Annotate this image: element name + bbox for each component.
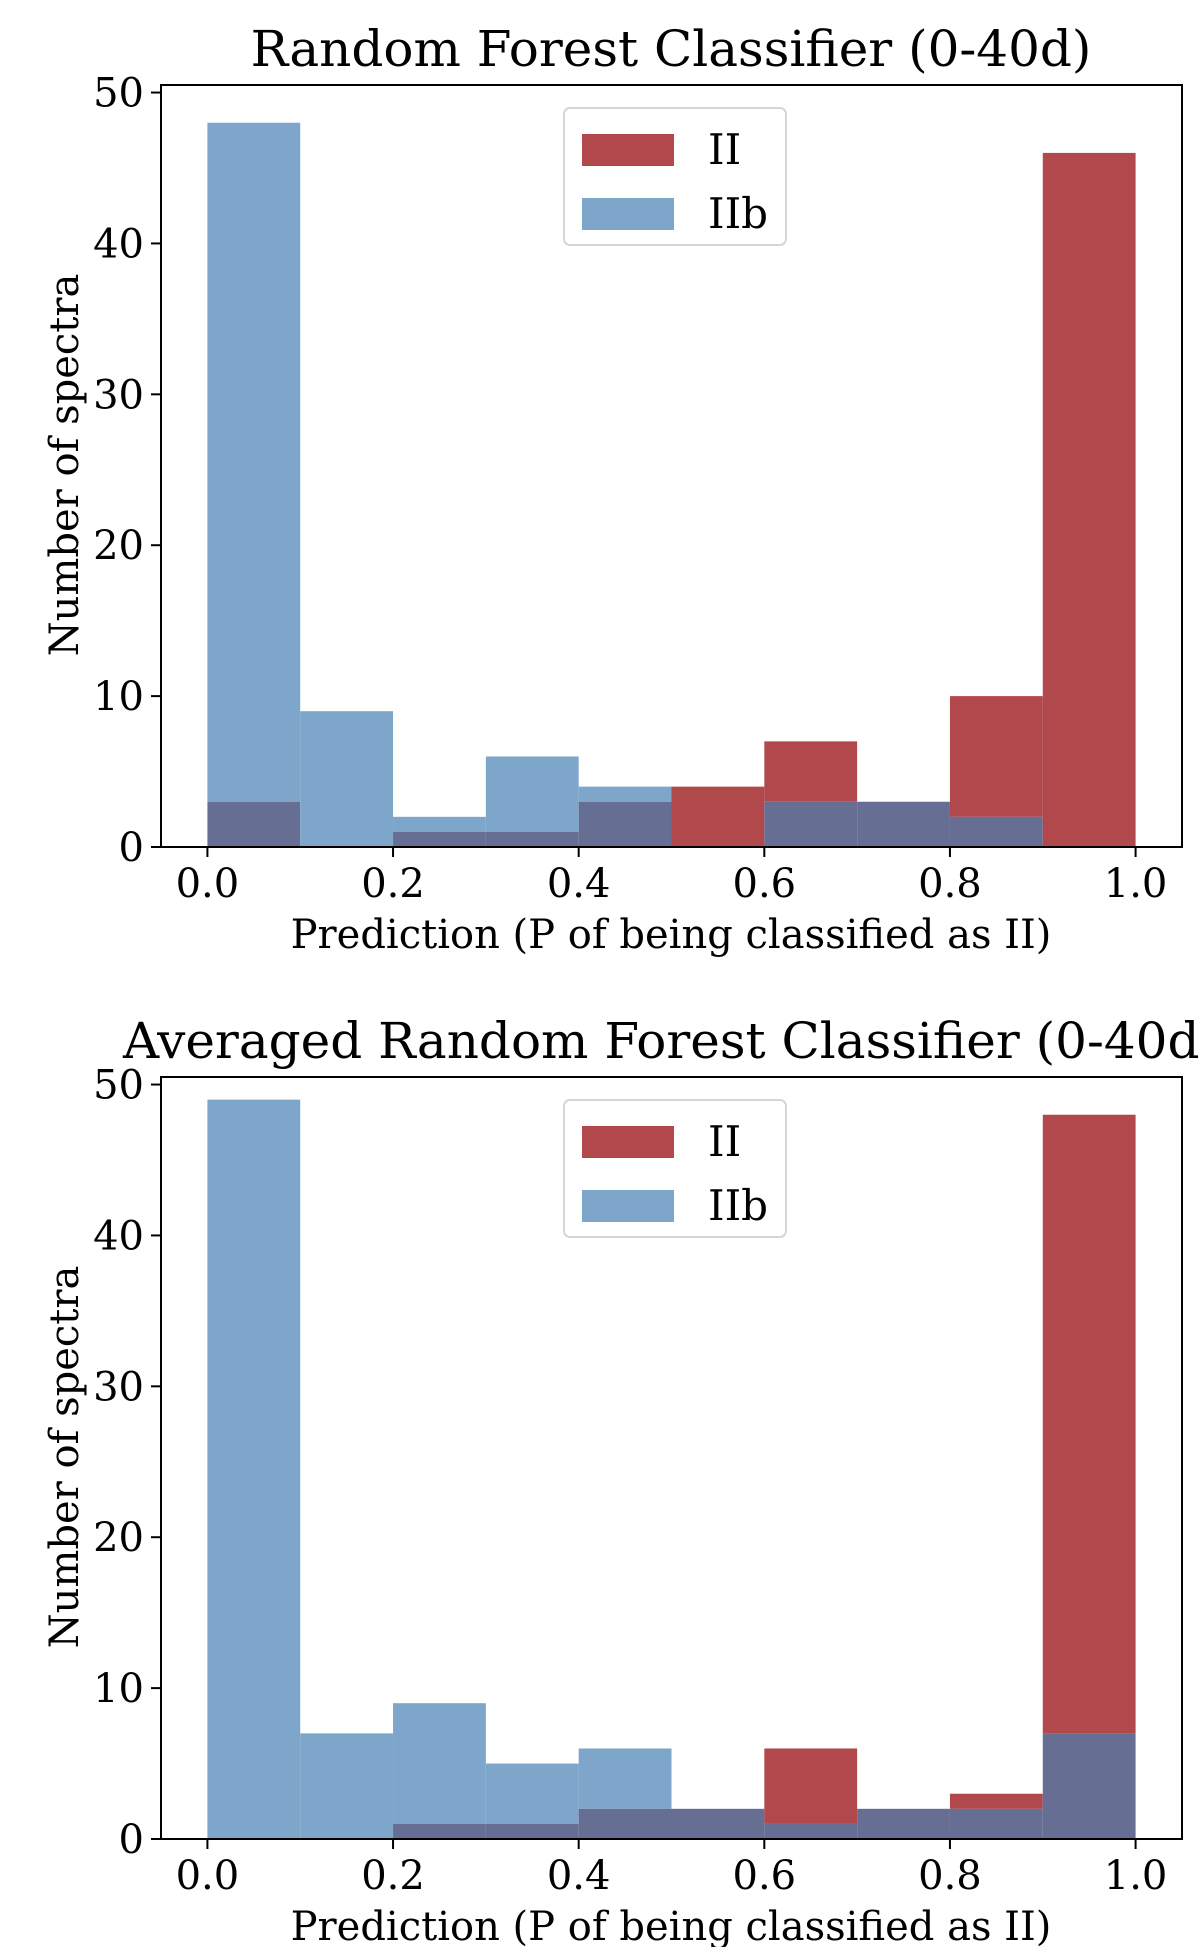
bar-overlap (393, 831, 486, 847)
y-tick-label: 50 (93, 1063, 144, 1109)
bar-ii (1042, 152, 1136, 847)
bar-overlap (857, 1808, 950, 1839)
bar-iib (393, 1703, 486, 1824)
x-axis-label: Prediction (P of being classified as II) (291, 912, 1052, 958)
y-tick-label: 40 (93, 221, 144, 267)
chart-title: Averaged Random Forest Classifier (0-40d… (122, 1012, 1200, 1070)
y-axis-label: Number of spectra (42, 274, 88, 657)
bar-ii (1042, 1114, 1136, 1734)
y-tick-label: 10 (93, 1666, 144, 1712)
x-tick-label: 0.2 (361, 861, 425, 907)
bar-iib (393, 816, 486, 832)
y-tick-label: 20 (93, 1515, 144, 1561)
bar-overlap (393, 1823, 486, 1839)
bar-iib (207, 122, 301, 802)
bar-overlap (485, 831, 579, 847)
bar-overlap (485, 1823, 579, 1839)
y-tick-label: 0 (119, 825, 144, 871)
legend-swatch-iib (582, 198, 674, 230)
y-tick-label: 30 (93, 372, 144, 418)
legend-swatch-ii (582, 1126, 674, 1158)
bar-overlap (949, 1808, 1043, 1839)
bar-overlap (764, 1823, 858, 1839)
bar-iib (485, 1763, 579, 1824)
chart-title: Random Forest Classifier (0-40d) (251, 20, 1092, 78)
bar-iib (207, 1099, 301, 1839)
y-tick-label: 40 (93, 1213, 144, 1259)
y-tick-label: 20 (93, 523, 144, 569)
x-tick-label: 0.8 (918, 861, 982, 907)
x-tick-label: 1.0 (1104, 1853, 1168, 1899)
x-tick-label: 0.6 (733, 861, 797, 907)
bar-overlap (949, 816, 1043, 847)
legend-label-ii: II (708, 125, 741, 174)
x-tick-label: 0.4 (547, 1853, 611, 1899)
x-tick-label: 0.0 (176, 861, 240, 907)
bar-ii (949, 696, 1043, 817)
x-tick-label: 0.8 (918, 1853, 982, 1899)
x-tick-label: 0.0 (176, 1853, 240, 1899)
bar-overlap (857, 801, 950, 847)
bar-overlap (578, 1808, 672, 1839)
histogram-panel-random-forest: Random Forest Classifier (0-40d) 0.0 0.2 0… (42, 20, 1183, 958)
legend-swatch-ii (582, 134, 674, 166)
x-axis-label: Prediction (P of being classified as II) (291, 1904, 1052, 1947)
bar-overlap (1042, 1733, 1136, 1839)
bar-iib (578, 786, 672, 802)
bar-overlap (578, 801, 672, 847)
bar-ii (671, 786, 765, 847)
x-tick-label: 0.6 (733, 1853, 797, 1899)
x-tick-label: 0.4 (547, 861, 611, 907)
y-tick-label: 0 (119, 1817, 144, 1863)
x-tick-label: 1.0 (1104, 861, 1168, 907)
bar-iib (578, 1748, 672, 1809)
legend-label-iib: IIb (708, 1181, 768, 1230)
plot-frame (160, 1076, 1183, 1840)
plot-area: 0.0 0.2 0.4 0.6 0.8 1.0 0 10 20 30 40 50 II IIb (93, 1063, 1183, 1899)
bar-iib (300, 1733, 394, 1839)
legend-swatch-iib (582, 1190, 674, 1222)
bar-iib (300, 711, 394, 847)
bar-iib (485, 756, 579, 832)
y-tick-label: 10 (93, 674, 144, 720)
bar-ii (949, 1793, 1043, 1809)
legend-label-iib: IIb (708, 189, 768, 238)
plot-frame (160, 84, 1183, 848)
plot-area: 0.0 0.2 0.4 0.6 0.8 1.0 0 10 20 30 40 50 II IIb (93, 71, 1183, 907)
x-tick-label: 0.2 (361, 1853, 425, 1899)
bar-overlap (764, 801, 858, 847)
legend-label-ii: II (708, 1117, 741, 1166)
histogram-panel-averaged-random-forest: Averaged Random Forest Classifier (0-40d… (42, 1012, 1200, 1947)
y-axis-label: Number of spectra (42, 1266, 88, 1649)
bar-overlap (207, 801, 301, 847)
y-tick-label: 50 (93, 71, 144, 117)
bar-ii (764, 741, 858, 802)
bar-overlap (671, 1808, 765, 1839)
y-tick-label: 30 (93, 1364, 144, 1410)
bar-ii (764, 1748, 858, 1824)
